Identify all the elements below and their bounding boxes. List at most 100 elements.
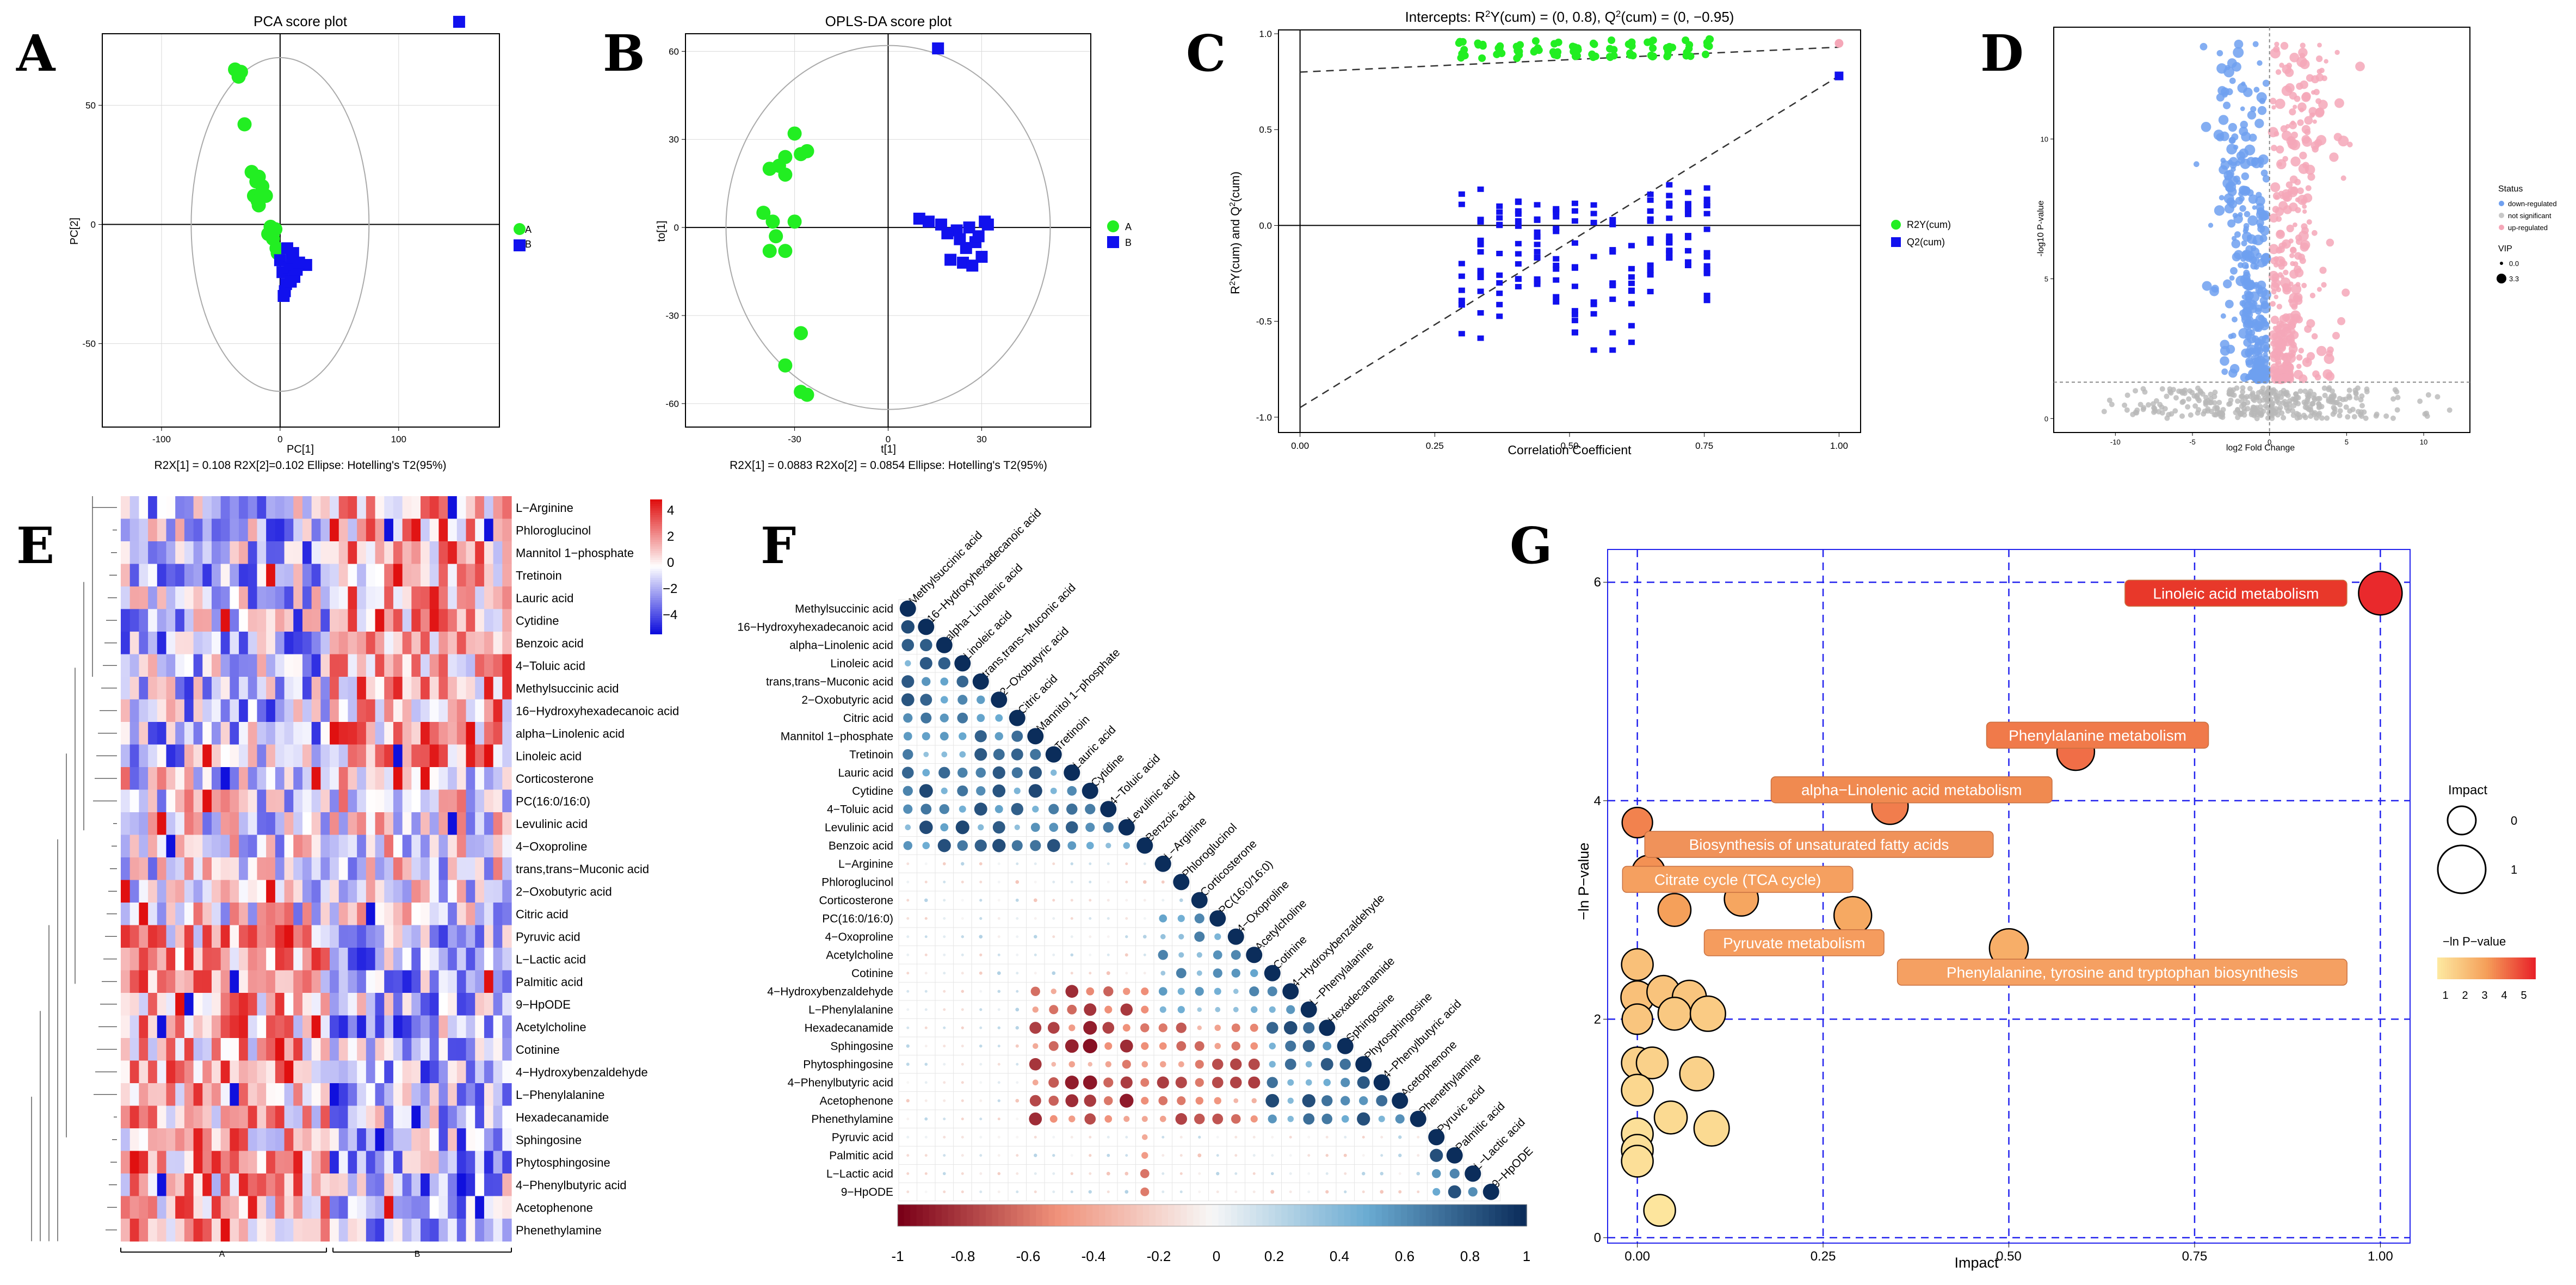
volcano-up-point — [2289, 269, 2299, 279]
perm-ylabel-part: (cum) — [1228, 171, 1242, 202]
heatmap-cell — [211, 1083, 221, 1107]
heatmap-cell — [193, 1151, 203, 1174]
colorbar-swatch — [1287, 1204, 1295, 1226]
colorbar-swatch — [904, 1204, 911, 1226]
correlation-circle — [1159, 1042, 1167, 1050]
volcano-ns-point — [2313, 415, 2319, 421]
colorbar-swatch — [1250, 1204, 1257, 1226]
r2y-permutation-point — [1687, 52, 1695, 60]
heatmap-cell — [166, 1219, 176, 1242]
heatmap-cell — [248, 1015, 258, 1039]
volcano-ns-point — [2182, 387, 2188, 393]
heatmap-cell — [293, 970, 303, 993]
pathway-point — [1621, 1003, 1653, 1035]
group-b-point — [913, 212, 925, 225]
heatmap-cell — [230, 789, 239, 813]
correlation-circle — [1446, 1147, 1463, 1164]
group-a-point — [778, 244, 793, 258]
colorbar-swatch — [1331, 1204, 1339, 1226]
correlation-circle — [1048, 804, 1059, 814]
heatmap-cell — [402, 835, 412, 858]
volcano-up-point — [2299, 107, 2304, 113]
heatmap-cell — [266, 1128, 276, 1152]
heatmap-group-b: B — [415, 1250, 421, 1259]
pca-xlabel: PC[1] — [287, 443, 314, 455]
heatmap-cell — [475, 970, 485, 993]
y-tick-label: 5 — [2044, 275, 2048, 283]
heatmap-cell — [139, 1151, 149, 1174]
correlation-circle — [997, 935, 1000, 938]
pathway-color-tick: 2 — [2462, 990, 2468, 1002]
correlation-circle — [994, 805, 1003, 813]
heatmap-cell — [448, 1128, 458, 1152]
heatmap-cell — [320, 812, 330, 836]
heatmap-cell — [166, 857, 176, 881]
volcano-ns-point — [2334, 400, 2340, 406]
heatmap-cell — [121, 1196, 131, 1219]
heatmap-cell — [275, 744, 285, 768]
correlation-circle — [1088, 1062, 1092, 1067]
heatmap-cell — [484, 496, 494, 520]
heatmap-cell — [175, 948, 185, 971]
heatmap-cell — [311, 632, 321, 655]
pathway-point — [1657, 893, 1692, 927]
volcano-down-point — [2221, 368, 2228, 375]
heatmap-cell — [275, 677, 285, 700]
heatmap-cell — [320, 1060, 330, 1084]
heatmap-cell — [348, 722, 357, 745]
correlation-circle — [1120, 1039, 1133, 1053]
heatmap-cell — [375, 993, 385, 1016]
y-tick-label: 0 — [1594, 1231, 1601, 1245]
heatmap-cell — [166, 789, 176, 813]
heatmap-cell — [284, 1015, 294, 1039]
heatmap-cell — [438, 1128, 448, 1152]
correlation-circle — [901, 639, 915, 652]
correlation-circle — [1100, 801, 1117, 818]
volcano-ns-point — [2301, 412, 2307, 418]
volcano-up-point — [2276, 159, 2287, 170]
heatmap-cell — [184, 1083, 194, 1107]
volcano-legend-ns-swatch — [2499, 213, 2504, 218]
heatmap-cell — [239, 925, 249, 948]
pca-score-plot: PCA score plot PC[1] PC[2] R2X[1] = 0.10… — [69, 13, 532, 472]
heatmap-cell — [166, 1038, 176, 1061]
correlation-circle — [1158, 987, 1167, 996]
heatmap-cell — [284, 518, 294, 542]
heatmap-cell — [257, 609, 267, 632]
heatmap-cell — [248, 632, 258, 655]
heatmap-cell — [338, 632, 349, 655]
correlation-circle — [997, 1026, 1000, 1029]
colorbar-swatch — [1488, 1204, 1496, 1226]
colorbar-swatch — [1124, 1204, 1131, 1226]
heatmap-cell — [202, 586, 212, 610]
heatmap-cell — [502, 518, 512, 542]
heatmap-cell — [129, 789, 139, 813]
pathway-label-text: Biosynthesis of unsaturated fatty acids — [1689, 836, 1949, 853]
volcano-down-point — [2240, 373, 2250, 382]
heatmap-cell — [429, 744, 440, 768]
correlation-circle — [943, 899, 946, 902]
heatmap-cell — [157, 993, 167, 1016]
volcano-up-point — [2269, 213, 2278, 223]
pathway-label-text: Citrate cycle (TCA cycle) — [1654, 871, 1821, 888]
correlation-circle — [1176, 1041, 1187, 1051]
correlation-circle — [1233, 1006, 1239, 1012]
correlation-circle — [957, 840, 968, 851]
correlation-circle — [906, 953, 910, 956]
volcano-down-point — [2220, 339, 2229, 349]
heatmap-cell — [129, 518, 139, 542]
correlation-circle — [1289, 1154, 1292, 1157]
q2-permutation-point — [1458, 302, 1465, 308]
heatmap-cell — [139, 835, 149, 858]
correlation-circle — [1177, 915, 1185, 922]
volcano-ns-point — [2220, 415, 2226, 421]
correlation-circle — [1015, 880, 1020, 884]
heatmap-cell — [502, 677, 512, 700]
heatmap-cell — [257, 925, 267, 948]
x-tick-label: 5 — [2345, 438, 2349, 446]
volcano-up-point — [2298, 254, 2305, 261]
colorbar-swatch — [1520, 1204, 1527, 1226]
volcano-up-point — [2306, 352, 2315, 361]
heatmap-cell — [502, 903, 512, 926]
